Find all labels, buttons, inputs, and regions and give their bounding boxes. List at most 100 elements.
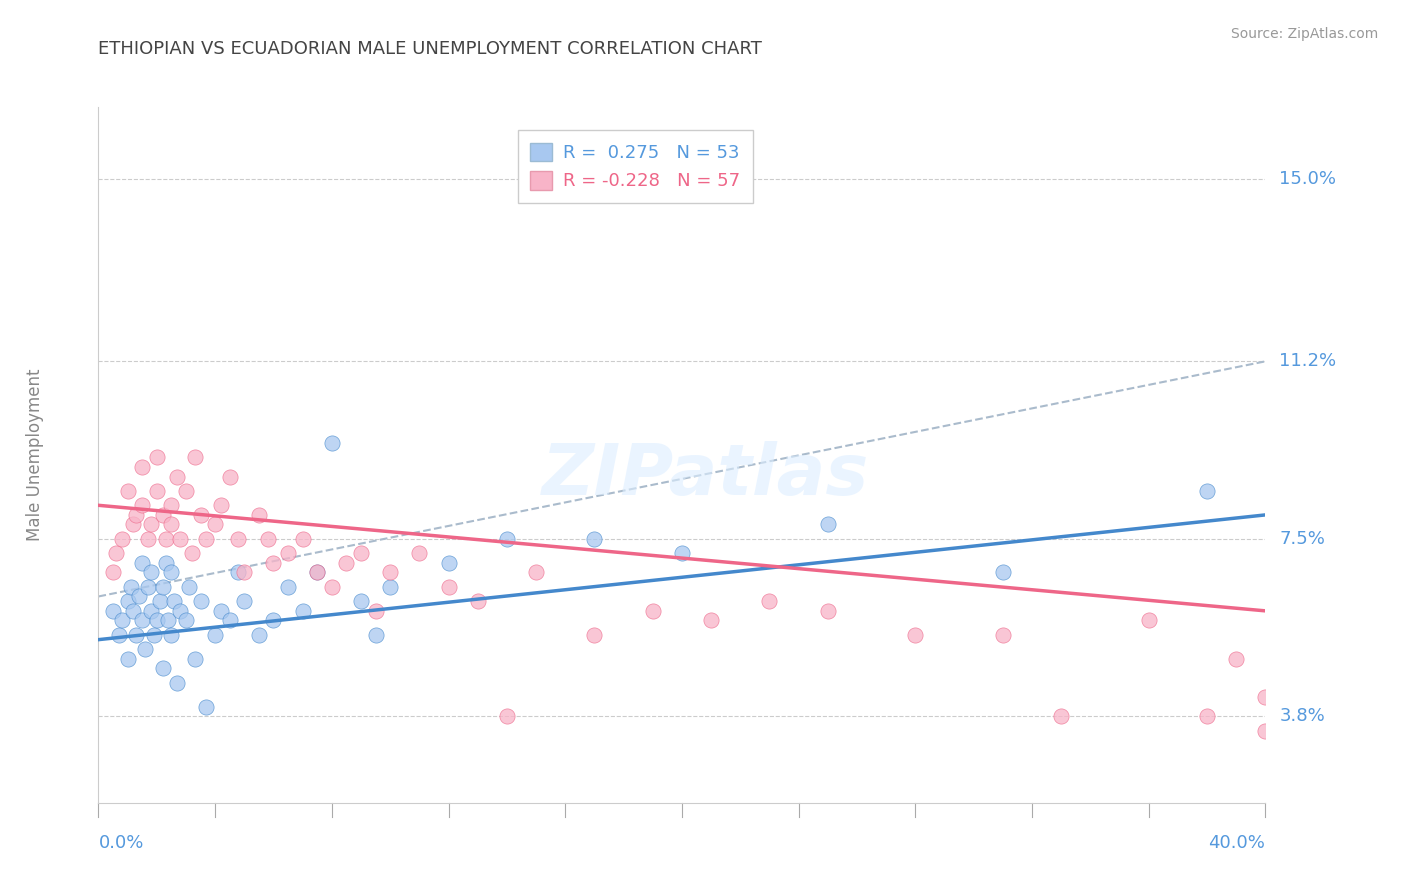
- Point: [183, 450, 205, 465]
- Point: [108, 628, 131, 642]
- Point: [204, 628, 226, 642]
- Point: [378, 566, 402, 580]
- Point: [495, 532, 517, 546]
- Point: [991, 628, 1014, 642]
- Point: [247, 508, 270, 522]
- Point: [307, 566, 329, 580]
- Point: [1137, 614, 1160, 628]
- Point: [262, 556, 284, 570]
- Text: 7.5%: 7.5%: [1279, 530, 1326, 548]
- Text: Male Unemployment: Male Unemployment: [27, 368, 44, 541]
- Point: [139, 566, 162, 580]
- Point: [1195, 483, 1218, 498]
- Point: [218, 469, 240, 483]
- Point: [291, 532, 314, 546]
- Point: [204, 517, 226, 532]
- Point: [120, 580, 142, 594]
- Point: [117, 652, 139, 666]
- Point: [134, 642, 156, 657]
- Point: [190, 594, 212, 608]
- Point: [350, 594, 373, 608]
- Point: [641, 604, 664, 618]
- Point: [111, 532, 134, 546]
- Point: [1195, 709, 1218, 723]
- Point: [758, 594, 780, 608]
- Point: [228, 566, 250, 580]
- Point: [111, 614, 134, 628]
- Text: 11.2%: 11.2%: [1279, 352, 1337, 370]
- Point: [408, 546, 430, 560]
- Text: 15.0%: 15.0%: [1279, 170, 1337, 188]
- Point: [195, 532, 218, 546]
- Point: [142, 628, 165, 642]
- Point: [291, 604, 314, 618]
- Point: [131, 498, 153, 512]
- Point: [149, 594, 172, 608]
- Point: [125, 628, 148, 642]
- Point: [1050, 709, 1073, 723]
- Point: [437, 580, 460, 594]
- Point: [152, 508, 174, 522]
- Point: [166, 676, 188, 690]
- Point: [139, 604, 162, 618]
- Point: [146, 483, 169, 498]
- Point: [321, 436, 343, 450]
- Point: [247, 628, 270, 642]
- Point: [817, 517, 839, 532]
- Point: [117, 594, 139, 608]
- Point: [467, 594, 489, 608]
- Point: [166, 469, 188, 483]
- Point: [160, 498, 183, 512]
- Point: [209, 498, 232, 512]
- Point: [160, 517, 183, 532]
- Point: [233, 566, 256, 580]
- Point: [277, 580, 299, 594]
- Point: [174, 614, 197, 628]
- Point: [146, 450, 169, 465]
- Point: [495, 709, 517, 723]
- Legend: R =  0.275   N = 53, R = -0.228   N = 57: R = 0.275 N = 53, R = -0.228 N = 57: [517, 130, 752, 203]
- Text: 0.0%: 0.0%: [98, 834, 143, 852]
- Point: [160, 566, 183, 580]
- Point: [101, 566, 124, 580]
- Point: [177, 580, 200, 594]
- Point: [195, 699, 218, 714]
- Point: [524, 566, 547, 580]
- Text: 40.0%: 40.0%: [1209, 834, 1265, 852]
- Point: [101, 604, 124, 618]
- Point: [904, 628, 927, 642]
- Point: [209, 604, 232, 618]
- Point: [117, 483, 139, 498]
- Point: [307, 566, 329, 580]
- Point: [169, 604, 191, 618]
- Point: [136, 580, 159, 594]
- Point: [350, 546, 373, 560]
- Point: [583, 628, 606, 642]
- Text: ETHIOPIAN VS ECUADORIAN MALE UNEMPLOYMENT CORRELATION CHART: ETHIOPIAN VS ECUADORIAN MALE UNEMPLOYMEN…: [98, 40, 762, 58]
- Point: [277, 546, 299, 560]
- Point: [1254, 723, 1277, 738]
- Point: [152, 580, 174, 594]
- Point: [152, 661, 174, 675]
- Point: [437, 556, 460, 570]
- Point: [155, 532, 177, 546]
- Point: [180, 546, 202, 560]
- Point: [991, 566, 1014, 580]
- Point: [169, 532, 191, 546]
- Point: [817, 604, 839, 618]
- Point: [190, 508, 212, 522]
- Point: [128, 590, 150, 604]
- Point: [364, 604, 387, 618]
- Point: [163, 594, 186, 608]
- Point: [335, 556, 357, 570]
- Text: 3.8%: 3.8%: [1279, 707, 1326, 725]
- Point: [183, 652, 205, 666]
- Text: Source: ZipAtlas.com: Source: ZipAtlas.com: [1230, 27, 1378, 41]
- Point: [131, 459, 153, 474]
- Point: [122, 517, 145, 532]
- Point: [136, 532, 159, 546]
- Point: [174, 483, 197, 498]
- Point: [1225, 652, 1247, 666]
- Point: [218, 614, 240, 628]
- Point: [583, 532, 606, 546]
